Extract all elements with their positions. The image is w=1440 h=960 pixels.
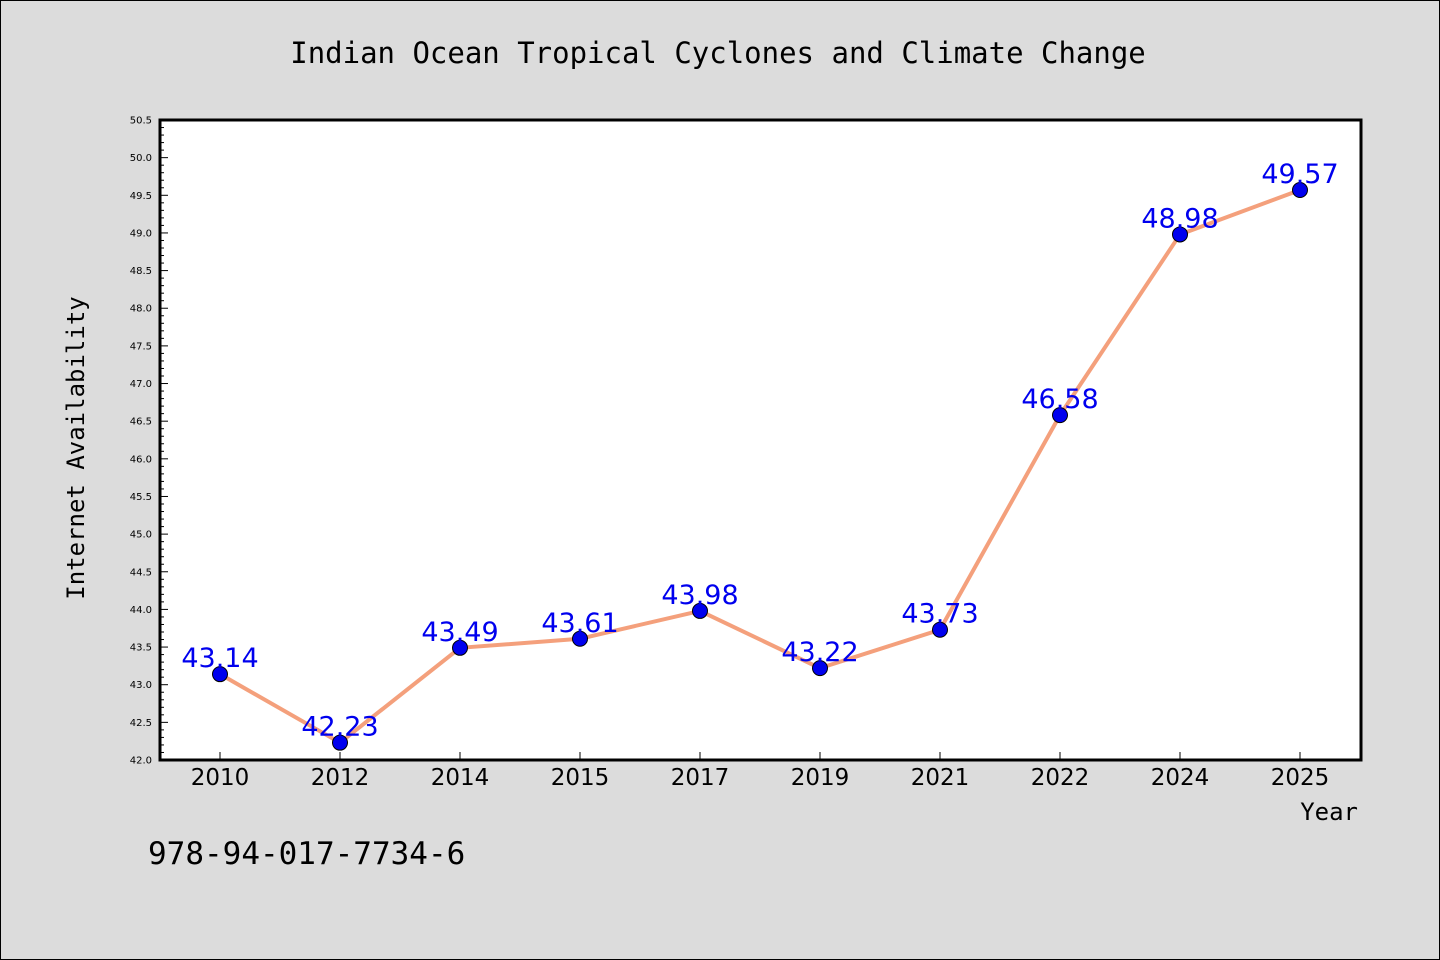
y-tick-label: 47.0 — [130, 379, 152, 390]
data-point — [932, 621, 948, 638]
data-label: 43.14 — [181, 643, 258, 674]
data-label: 42.23 — [301, 712, 378, 743]
y-tick-label: 46.5 — [130, 417, 152, 428]
data-label: 48.98 — [1141, 203, 1218, 234]
data-point — [1292, 182, 1308, 199]
y-tick-label: 43.5 — [130, 643, 152, 654]
data-point — [1172, 226, 1188, 243]
x-axis: 2010 2012 2014 2015 2017 2019 2021 2022 2024 2025 — [191, 752, 1330, 791]
y-tick-label: 42.0 — [130, 756, 152, 767]
x-tick-label: 2014 — [431, 765, 490, 791]
x-tick-label: 2017 — [671, 765, 730, 791]
data-labels: 43.14 42.23 43.49 43.61 43.98 43.22 43.73 46.58… — [181, 159, 1338, 743]
data-point — [692, 602, 708, 619]
x-tick-label: 2012 — [311, 765, 370, 791]
x-axis-label: Year — [1300, 798, 1358, 826]
data-point — [332, 734, 348, 751]
data-point — [452, 639, 468, 656]
x-tick-label: 2022 — [1031, 765, 1090, 791]
data-point — [572, 630, 588, 647]
series-markers — [212, 182, 1308, 751]
data-label: 43.73 — [901, 599, 978, 630]
plot-area — [158, 118, 1363, 762]
y-tick-label: 49.0 — [130, 228, 152, 239]
y-tick-label: 43.0 — [130, 680, 152, 691]
y-axis: 42.0 42.5 43.0 43.5 44.0 44.5 45.0 45.5 46.0 46.5… — [130, 116, 168, 767]
x-tick-label: 2015 — [551, 765, 610, 791]
y-tick-label: 46.0 — [130, 454, 152, 465]
data-label: 43.61 — [541, 608, 618, 639]
x-tick-label: 2019 — [791, 765, 850, 791]
y-axis-label: Internet Availability — [62, 296, 90, 599]
chart-title: Indian Ocean Tropical Cyclones and Clima… — [290, 36, 1146, 70]
data-point — [812, 660, 828, 677]
series-polyline — [219, 188, 1301, 745]
y-tick-label: 48.0 — [130, 304, 152, 315]
data-label: 43.22 — [781, 637, 858, 668]
x-tick-label: 2021 — [911, 765, 970, 791]
y-tick-label: 45.5 — [130, 492, 152, 503]
y-tick-label: 45.0 — [130, 530, 152, 541]
x-tick-label: 2025 — [1271, 765, 1330, 791]
y-tick-label: 50.5 — [130, 116, 152, 127]
y-tick-label: 44.5 — [130, 567, 152, 578]
data-point — [212, 666, 228, 683]
series-line — [219, 188, 1301, 745]
y-tick-label: 50.0 — [130, 153, 152, 164]
data-label: 43.49 — [421, 617, 498, 648]
x-tick-label: 2010 — [191, 765, 250, 791]
data-label: 49.57 — [1261, 159, 1338, 190]
data-label: 43.98 — [661, 580, 738, 611]
y-tick-label: 49.5 — [130, 191, 152, 202]
y-tick-label: 42.5 — [130, 718, 152, 729]
data-label: 46.58 — [1021, 384, 1098, 415]
isbn-annotation: 978-94-017-7734-6 — [148, 836, 465, 872]
y-tick-label: 44.0 — [130, 605, 152, 616]
y-tick-label: 48.5 — [130, 266, 152, 277]
y-tick-label: 47.5 — [130, 341, 152, 352]
data-point — [1052, 407, 1068, 424]
x-tick-label: 2024 — [1151, 765, 1210, 791]
